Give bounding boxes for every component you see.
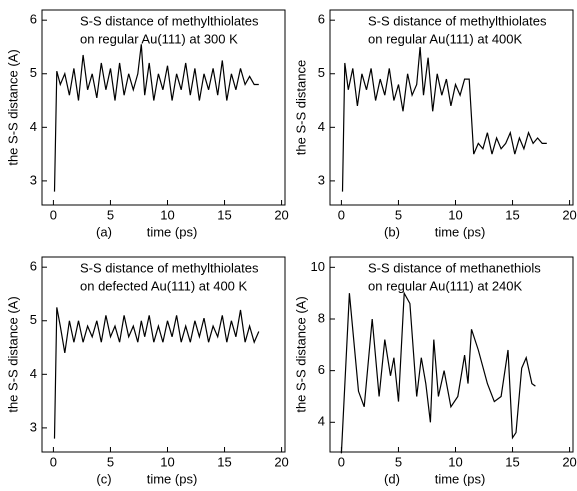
panel-title: S-S distance of methylthiolates — [368, 13, 547, 28]
x-tick-label: 15 — [217, 207, 231, 222]
panel: 0 5 10 15 20 3 4 5 6 S-S distance of methylthiola… — [5, 9, 289, 239]
y-tick-label: 3 — [318, 172, 325, 187]
plot-frame — [41, 9, 286, 206]
panel-title: S-S distance of methylthiolates — [80, 13, 259, 28]
x-tick-label: 5 — [395, 207, 402, 222]
panel-title: S-S distance of methylthiolates — [80, 260, 259, 275]
x-tick-label: 10 — [448, 454, 462, 469]
x-tick-label: 0 — [50, 454, 57, 469]
data-line — [341, 46, 547, 192]
y-tick-label: 3 — [30, 172, 37, 187]
x-tick-label: 15 — [505, 454, 519, 469]
x-axis-label: time (ps) — [147, 224, 198, 239]
data-line — [53, 307, 260, 439]
x-tick-label: 20 — [274, 207, 288, 222]
y-tick-label: 6 — [30, 12, 37, 27]
y-tick-label: 10 — [311, 259, 325, 274]
x-tick-label: 0 — [338, 207, 345, 222]
data-line — [53, 44, 259, 192]
y-tick-label: 6 — [318, 12, 325, 27]
x-tick-label: 0 — [338, 454, 345, 469]
x-tick-label: 5 — [107, 207, 114, 222]
y-tick-label: 5 — [318, 65, 325, 80]
y-tick-label: 4 — [318, 119, 325, 134]
plot-frame — [41, 256, 286, 453]
x-tick-label: 0 — [50, 207, 57, 222]
y-tick-label: 3 — [30, 419, 37, 434]
panel-title: on regular Au(111) at 240K — [368, 278, 523, 293]
y-tick-label: 8 — [318, 310, 325, 325]
x-tick-label: 15 — [217, 454, 231, 469]
panel: 0 5 10 15 20 3 4 5 6 S-S distance of methylthiola… — [5, 256, 289, 486]
y-tick-label: 4 — [318, 414, 325, 429]
y-tick-label: 5 — [30, 312, 37, 327]
panel-title: on regular Au(111) at 400K — [368, 31, 523, 46]
plot-frame — [329, 256, 574, 453]
x-axis-label: time (ps) — [435, 471, 486, 486]
y-axis-label: the S-S distance (A) — [293, 296, 308, 412]
y-tick-label: 6 — [318, 362, 325, 377]
x-tick-label: 10 — [160, 454, 174, 469]
panel: 0 5 10 15 20 3 4 5 6 S-S distance of methylthiola… — [293, 9, 577, 239]
y-tick-label: 6 — [30, 259, 37, 274]
y-axis-label: the S-S distance (A) — [5, 49, 20, 165]
plot-frame — [329, 9, 574, 206]
panel-title: S-S distance of methanethiols — [368, 260, 541, 275]
x-tick-label: 5 — [395, 454, 402, 469]
panel-label: (d) — [384, 471, 400, 486]
panel-title: on defected Au(111) at 400 K — [80, 278, 248, 293]
x-tick-label: 20 — [562, 207, 576, 222]
x-axis-label: time (ps) — [435, 224, 486, 239]
x-axis-label: time (ps) — [147, 471, 198, 486]
x-tick-label: 20 — [274, 454, 288, 469]
panel-label: (a) — [96, 224, 112, 239]
x-tick-label: 10 — [448, 207, 462, 222]
x-tick-label: 20 — [562, 454, 576, 469]
y-tick-label: 4 — [30, 366, 37, 381]
data-line — [340, 291, 536, 454]
x-tick-label: 5 — [107, 454, 114, 469]
x-tick-label: 10 — [160, 207, 174, 222]
x-tick-label: 15 — [505, 207, 519, 222]
panel-title: on regular Au(111) at 300 K — [80, 31, 238, 46]
y-tick-label: 5 — [30, 65, 37, 80]
panel-label: (c) — [96, 471, 111, 486]
y-axis-label: the S-S distance (A) — [5, 296, 20, 412]
y-tick-label: 4 — [30, 119, 37, 134]
y-axis-label: the S-S distance — [293, 60, 308, 155]
panel: 0 5 10 15 20 4 6 8 10 S-S distance of methanethio… — [293, 256, 577, 486]
panel-label: (b) — [384, 224, 400, 239]
